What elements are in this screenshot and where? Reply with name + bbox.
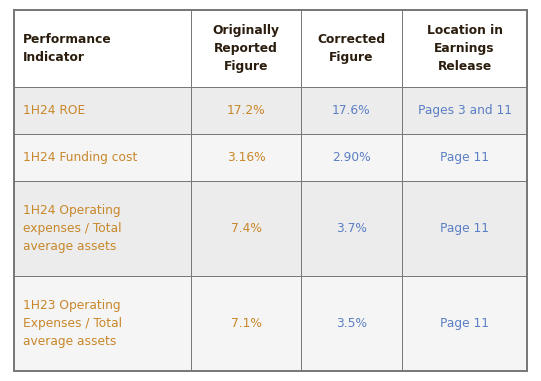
Text: 17.2%: 17.2%	[227, 104, 266, 117]
Bar	[14, 10, 191, 87]
Text: Corrected
Figure: Corrected Figure	[318, 33, 386, 64]
Bar	[191, 134, 301, 181]
Bar	[401, 134, 527, 181]
Text: 3.16%: 3.16%	[227, 151, 266, 165]
Text: 7.4%: 7.4%	[230, 222, 261, 235]
Bar	[401, 181, 527, 275]
Bar	[191, 87, 301, 134]
Text: Originally
Reported
Figure: Originally Reported Figure	[213, 24, 280, 73]
Text: 3.5%: 3.5%	[336, 317, 367, 330]
Bar	[191, 181, 301, 275]
Text: Pages 3 and 11: Pages 3 and 11	[418, 104, 512, 117]
Text: 1H24 Funding cost: 1H24 Funding cost	[23, 151, 137, 165]
Bar	[301, 275, 401, 371]
Text: Page 11: Page 11	[440, 317, 489, 330]
Text: 7.1%: 7.1%	[230, 317, 261, 330]
Bar	[301, 134, 401, 181]
Text: 1H23 Operating
Expenses / Total
average assets: 1H23 Operating Expenses / Total average …	[23, 299, 122, 348]
Bar	[401, 275, 527, 371]
Text: 17.6%: 17.6%	[332, 104, 371, 117]
Text: 1H24 Operating
expenses / Total
average assets: 1H24 Operating expenses / Total average …	[23, 204, 122, 253]
Text: 1H24 ROE: 1H24 ROE	[23, 104, 85, 117]
Bar	[14, 134, 191, 181]
Bar	[191, 275, 301, 371]
Bar	[191, 10, 301, 87]
Text: Performance
Indicator: Performance Indicator	[23, 33, 112, 64]
Bar	[401, 87, 527, 134]
Bar	[301, 10, 401, 87]
Text: 3.7%: 3.7%	[336, 222, 367, 235]
Bar	[14, 275, 191, 371]
Bar	[301, 181, 401, 275]
Bar	[401, 10, 527, 87]
Text: 2.90%: 2.90%	[332, 151, 371, 165]
Bar	[14, 181, 191, 275]
Text: Location in
Earnings
Release: Location in Earnings Release	[426, 24, 503, 73]
Text: Page 11: Page 11	[440, 222, 489, 235]
Bar	[301, 87, 401, 134]
Text: Page 11: Page 11	[440, 151, 489, 165]
Bar	[14, 87, 191, 134]
